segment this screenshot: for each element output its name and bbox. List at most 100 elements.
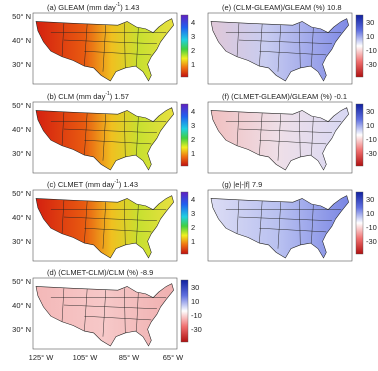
panel-title: (f) (CLMET-GLEAM)/GLEAM (%) -0.1 xyxy=(222,92,347,101)
colorbar xyxy=(355,14,364,78)
title-part: -1 xyxy=(114,179,119,185)
colorbar-label: 3 xyxy=(191,209,195,218)
colorbar-label: 2 xyxy=(191,223,195,232)
colorbar-label: 3 xyxy=(191,32,195,41)
us-map xyxy=(210,107,350,171)
state-borders xyxy=(50,288,167,337)
colorbar-label: 10 xyxy=(366,209,374,218)
colorbar-label: -30 xyxy=(366,149,377,158)
colorbar xyxy=(355,191,364,255)
title-part: (a) GLEAM (mm day xyxy=(47,3,116,12)
colorbar xyxy=(180,279,189,343)
lat-label: 40° N xyxy=(12,213,31,222)
panel-title: (e) (CLM-GLEAM)/GLEAM (%) 10.8 xyxy=(222,3,342,12)
lat-label: 40° N xyxy=(12,36,31,45)
title-part: (g) |e|-|f| 7.9 xyxy=(222,180,262,189)
lon-label: 65° W xyxy=(163,353,184,362)
title-part: -1 xyxy=(105,91,110,97)
colorbar-label: -10 xyxy=(191,311,202,320)
lon-label: 125° W xyxy=(29,353,55,362)
colorbar xyxy=(355,103,364,167)
lat-label: 50° N xyxy=(12,12,31,21)
map-frame xyxy=(207,12,353,85)
colorbar-label: 30 xyxy=(191,283,199,292)
lat-label: 40° N xyxy=(12,301,31,310)
panel-title: (c) CLMET (mm day-1) 1.43 xyxy=(47,179,138,189)
state-borders xyxy=(225,23,342,72)
lat-label: 50° N xyxy=(12,189,31,198)
us-map xyxy=(35,195,175,259)
title-part: (b) CLM (mm day xyxy=(47,92,106,101)
lat-label: 30° N xyxy=(12,325,31,334)
panel: (f) (CLMET-GLEAM)/GLEAM (%) -0.1 30 10 -10 -… xyxy=(207,92,377,174)
lat-label: 50° N xyxy=(12,101,31,110)
colorbar-label: 4 xyxy=(191,107,195,116)
lat-label: 40° N xyxy=(12,125,31,134)
colorbar-label: 1 xyxy=(191,237,195,246)
colorbar-label: 2 xyxy=(191,46,195,55)
title-part: ) 1.43 xyxy=(119,180,138,189)
colorbar-label: 1 xyxy=(191,149,195,158)
colorbar-label: 30 xyxy=(366,107,374,116)
lat-label: 30° N xyxy=(12,149,31,158)
colorbar-label: -10 xyxy=(366,46,377,55)
panel-title: (g) |e|-|f| 7.9 xyxy=(222,180,262,189)
lat-label: 30° N xyxy=(12,60,31,69)
colorbar-label: -30 xyxy=(366,60,377,69)
colorbar xyxy=(180,103,189,167)
colorbar xyxy=(180,14,189,78)
colorbar-label: 10 xyxy=(191,297,199,306)
colorbar-label: 30 xyxy=(366,195,374,204)
map-frame xyxy=(207,189,353,262)
title-part: -1 xyxy=(116,2,121,8)
state-borders xyxy=(225,200,342,249)
state-borders xyxy=(50,112,167,161)
map-frame xyxy=(32,277,178,350)
panel: (g) |e|-|f| 7.9 30 10 -10 -30 xyxy=(207,180,377,262)
title-part: (c) CLMET (mm day xyxy=(47,180,115,189)
panel: (d) (CLMET-CLM)/CLM (%) -8.9 50° N 40° N 30… xyxy=(12,268,202,362)
us-map xyxy=(35,107,175,171)
panel: (c) CLMET (mm day-1) 1.43 50° N 40° N 30° N… xyxy=(12,179,195,262)
panel-title: (d) (CLMET-CLM)/CLM (%) -8.9 xyxy=(47,268,153,277)
colorbar-label: 10 xyxy=(366,121,374,130)
map-frame xyxy=(32,12,178,85)
us-map xyxy=(35,18,175,82)
colorbar-label: 4 xyxy=(191,195,195,204)
map-frame xyxy=(32,101,178,174)
panel-title: (b) CLM (mm day-1) 1.57 xyxy=(47,91,129,101)
state-borders xyxy=(50,23,167,72)
lat-label: 50° N xyxy=(12,277,31,286)
lat-label: 30° N xyxy=(12,237,31,246)
title-part: (d) (CLMET-CLM)/CLM (%) -8.9 xyxy=(47,268,153,277)
lon-label: 85° W xyxy=(119,353,140,362)
colorbar-label: 4 xyxy=(191,18,195,27)
lon-label: 105° W xyxy=(73,353,99,362)
colorbar-label: 30 xyxy=(366,18,374,27)
colorbar-label: 1 xyxy=(191,60,195,69)
colorbar-label: -30 xyxy=(191,325,202,334)
colorbar-label: 2 xyxy=(191,135,195,144)
title-part: (f) (CLMET-GLEAM)/GLEAM (%) -0.1 xyxy=(222,92,347,101)
title-part: ) 1.43 xyxy=(120,3,139,12)
state-borders xyxy=(50,200,167,249)
colorbar-label: -10 xyxy=(366,223,377,232)
title-part: ) 1.57 xyxy=(110,92,129,101)
colorbar xyxy=(180,191,189,255)
us-map xyxy=(210,195,350,259)
colorbar-label: -30 xyxy=(366,237,377,246)
title-part: (e) (CLM-GLEAM)/GLEAM (%) 10.8 xyxy=(222,3,342,12)
map-frame xyxy=(32,189,178,262)
us-map xyxy=(210,18,350,82)
map-frame xyxy=(207,101,353,174)
us-map xyxy=(35,283,175,347)
colorbar-label: -10 xyxy=(366,135,377,144)
panel-title: (a) GLEAM (mm day-1) 1.43 xyxy=(47,2,139,12)
panel: (b) CLM (mm day-1) 1.57 50° N 40° N 30° N 4 3… xyxy=(12,91,195,174)
colorbar-label: 10 xyxy=(366,32,374,41)
panel: (a) GLEAM (mm day-1) 1.43 50° N 40° N 30° N… xyxy=(12,2,195,85)
state-borders xyxy=(225,112,342,161)
colorbar-label: 3 xyxy=(191,121,195,130)
panel: (e) (CLM-GLEAM)/GLEAM (%) 10.8 30 10 -10 -30 xyxy=(207,3,377,85)
